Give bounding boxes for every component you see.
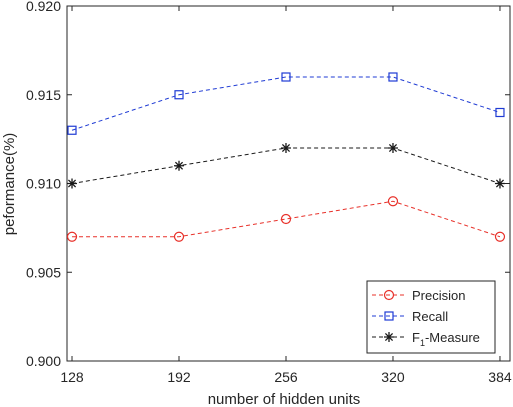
x-tick-label: 320 [381, 369, 405, 385]
series-layer [67, 73, 505, 241]
legend-marker [384, 332, 394, 342]
x-axis-label: number of hidden units [208, 391, 361, 407]
x-tick-label: 192 [167, 369, 191, 385]
series-line-f1-measure [72, 148, 500, 184]
series-recall [68, 73, 504, 134]
series-line-precision [72, 201, 500, 237]
y-tick-label: 0.900 [26, 353, 61, 369]
x-tick-label: 256 [274, 369, 298, 385]
series-line-recall [72, 77, 500, 130]
series-precision [68, 197, 505, 242]
x-tick-label: 384 [488, 369, 512, 385]
data-point-f1-measure [281, 143, 291, 153]
y-tick-label: 0.915 [26, 87, 61, 103]
data-point-f1-measure [388, 143, 398, 153]
data-point-f1-measure [495, 179, 505, 189]
data-point-precision [281, 215, 290, 224]
x-tick-label: 128 [60, 369, 84, 385]
y-tick-label: 0.910 [26, 176, 61, 192]
legend-label: Recall [412, 309, 448, 324]
data-point-recall [496, 109, 504, 117]
y-axis-label: peformance(%) [1, 133, 18, 236]
y-tick-label: 0.905 [26, 264, 61, 280]
data-point-f1-measure [174, 161, 184, 171]
data-point-f1-measure [67, 179, 77, 189]
legend-label: Precision [412, 288, 465, 303]
series-f1-measure [67, 143, 505, 189]
y-tick-label: 0.920 [26, 0, 61, 14]
